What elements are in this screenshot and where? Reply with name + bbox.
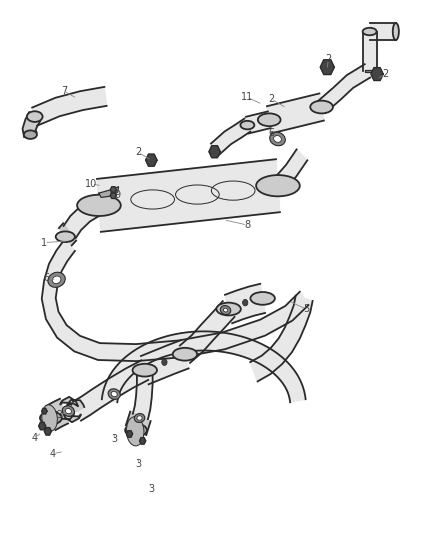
Ellipse shape <box>133 364 157 376</box>
Ellipse shape <box>125 424 147 437</box>
Text: 3: 3 <box>111 434 117 445</box>
Polygon shape <box>32 87 106 126</box>
Ellipse shape <box>363 28 377 35</box>
Text: 2: 2 <box>268 94 275 104</box>
Text: 4: 4 <box>50 449 56 458</box>
Polygon shape <box>110 192 117 198</box>
Ellipse shape <box>52 276 61 284</box>
Ellipse shape <box>65 408 71 414</box>
Polygon shape <box>127 431 133 437</box>
Ellipse shape <box>134 414 145 423</box>
Polygon shape <box>180 301 234 363</box>
Ellipse shape <box>243 300 248 306</box>
Ellipse shape <box>77 195 121 216</box>
Ellipse shape <box>216 303 241 316</box>
Ellipse shape <box>42 405 57 431</box>
Polygon shape <box>44 427 51 435</box>
Ellipse shape <box>251 292 275 305</box>
Text: 11: 11 <box>241 92 254 102</box>
Polygon shape <box>318 64 370 113</box>
Polygon shape <box>99 187 119 197</box>
Ellipse shape <box>310 101 333 114</box>
Ellipse shape <box>223 308 228 312</box>
Polygon shape <box>211 118 251 156</box>
Text: 9: 9 <box>115 190 121 200</box>
Ellipse shape <box>393 23 399 40</box>
Polygon shape <box>140 438 146 444</box>
Polygon shape <box>141 340 189 384</box>
Polygon shape <box>209 146 220 158</box>
Ellipse shape <box>220 305 231 314</box>
Polygon shape <box>46 399 68 430</box>
Polygon shape <box>225 284 265 323</box>
Polygon shape <box>267 93 324 133</box>
Text: 3: 3 <box>148 484 154 494</box>
Polygon shape <box>22 112 40 137</box>
Ellipse shape <box>62 406 74 416</box>
Text: 2: 2 <box>382 69 388 79</box>
Ellipse shape <box>108 389 120 399</box>
Ellipse shape <box>48 272 65 287</box>
Polygon shape <box>97 159 280 232</box>
Polygon shape <box>371 68 383 80</box>
Polygon shape <box>126 411 151 435</box>
Polygon shape <box>370 23 396 40</box>
Polygon shape <box>365 70 375 72</box>
Ellipse shape <box>137 416 142 420</box>
Text: 6: 6 <box>268 127 275 138</box>
Text: 10: 10 <box>85 179 98 189</box>
Text: 2: 2 <box>325 54 331 64</box>
Ellipse shape <box>56 231 75 242</box>
Ellipse shape <box>24 131 37 139</box>
Polygon shape <box>57 397 84 422</box>
Text: 2: 2 <box>135 147 141 157</box>
Text: 3: 3 <box>57 410 63 421</box>
Polygon shape <box>146 154 157 166</box>
Polygon shape <box>64 197 102 238</box>
Ellipse shape <box>40 411 62 424</box>
Polygon shape <box>110 187 117 193</box>
Text: 1: 1 <box>41 238 47 247</box>
Ellipse shape <box>258 114 281 126</box>
Ellipse shape <box>162 359 167 366</box>
Ellipse shape <box>274 135 281 142</box>
Ellipse shape <box>27 111 42 122</box>
Text: 6: 6 <box>43 273 49 283</box>
Polygon shape <box>42 408 47 414</box>
Polygon shape <box>320 60 334 75</box>
Polygon shape <box>250 296 313 382</box>
Ellipse shape <box>240 121 254 130</box>
Ellipse shape <box>111 391 117 397</box>
Polygon shape <box>59 223 76 245</box>
Polygon shape <box>42 239 308 361</box>
Polygon shape <box>363 31 377 71</box>
Polygon shape <box>246 111 271 133</box>
Text: 7: 7 <box>61 86 67 96</box>
Ellipse shape <box>173 348 197 361</box>
Polygon shape <box>273 149 307 192</box>
Text: 3: 3 <box>135 459 141 469</box>
Polygon shape <box>73 360 148 421</box>
Text: 5: 5 <box>303 304 310 314</box>
Ellipse shape <box>127 417 144 446</box>
Ellipse shape <box>270 132 285 146</box>
Polygon shape <box>102 332 306 402</box>
Text: 8: 8 <box>244 220 251 230</box>
Polygon shape <box>133 370 152 419</box>
Ellipse shape <box>256 175 300 196</box>
Text: 4: 4 <box>31 433 37 443</box>
Polygon shape <box>39 422 46 430</box>
